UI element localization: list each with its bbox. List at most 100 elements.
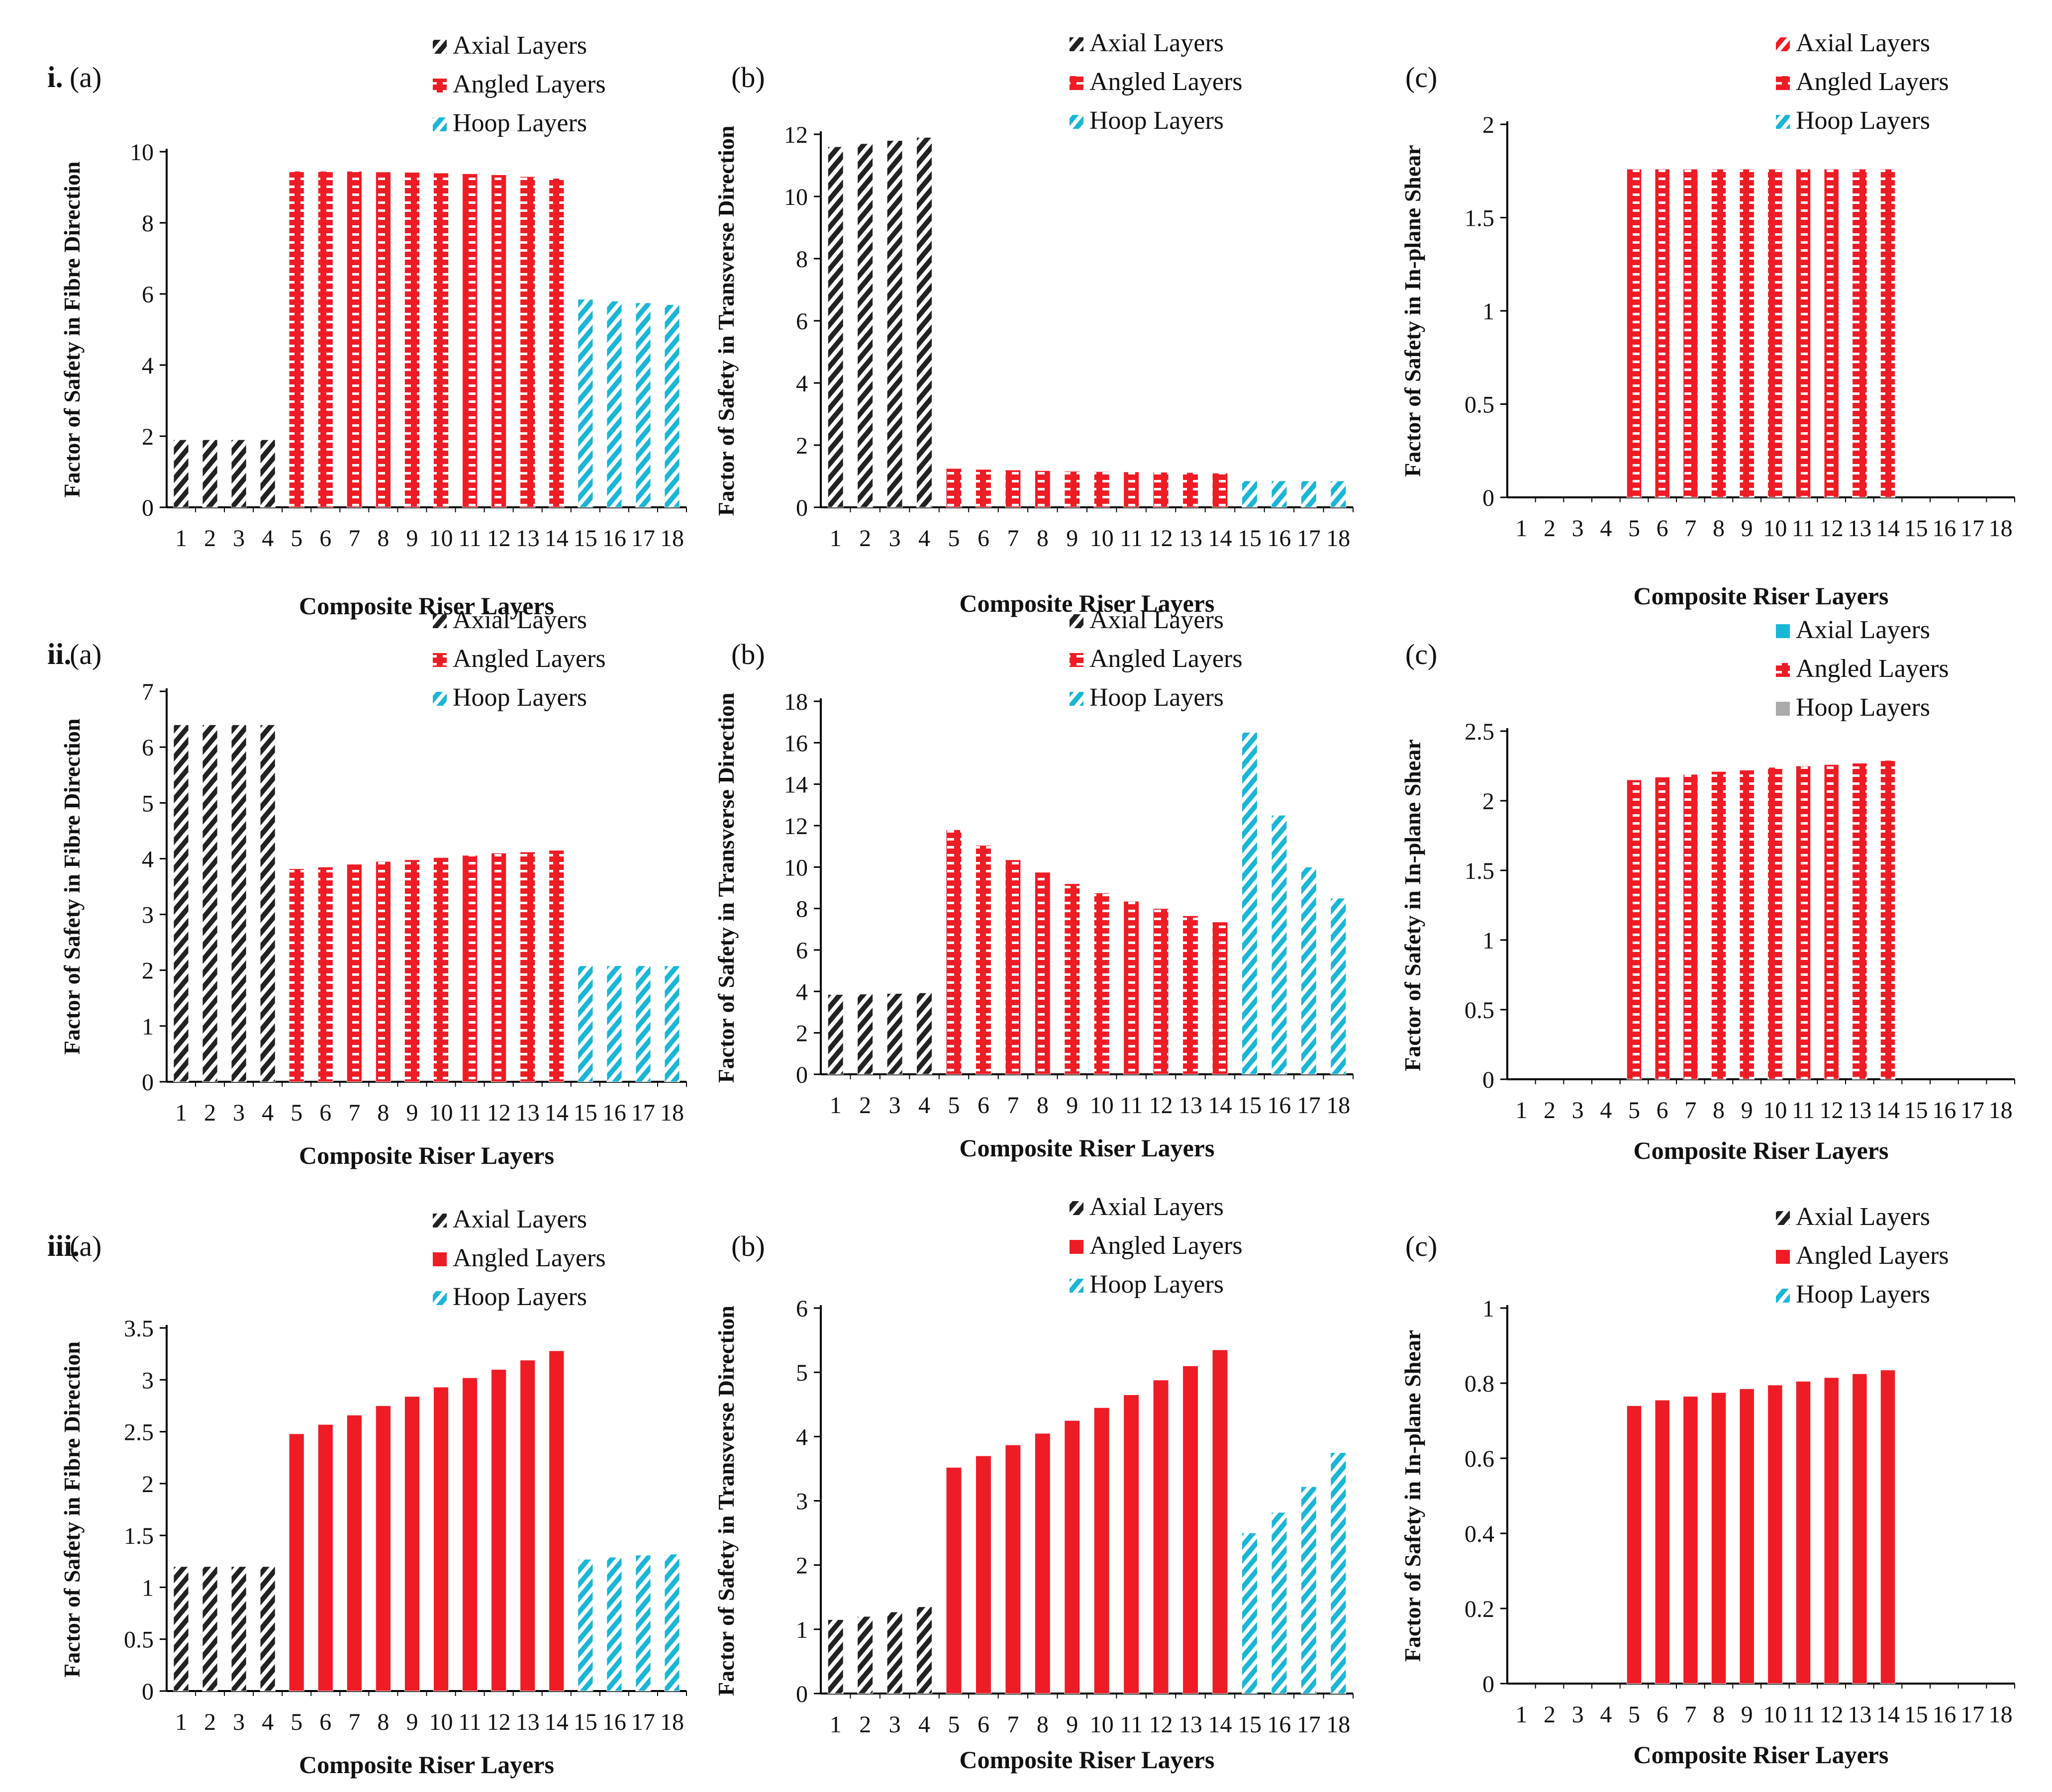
x-tick-label: 5 [1628,1097,1640,1124]
x-tick-label: 18 [1989,515,2013,542]
y-tick-label: 2 [796,1021,808,1047]
x-tick-label: 8 [1713,1097,1725,1124]
bar-angled-layer-14 [1212,922,1228,1075]
y-tick-label: 5 [142,790,154,817]
x-tick-label: 13 [516,1709,540,1735]
x-tick-label: 12 [1149,1711,1173,1738]
x-tick-label: 5 [1628,1701,1640,1728]
bar-axial-layer-1 [827,1619,844,1694]
bar-angled-layer-10 [433,173,449,508]
x-tick-label: 9 [1741,1701,1753,1728]
x-tick-label: 9 [406,1100,418,1126]
bar-angled-layer-5 [1626,779,1642,1080]
x-tick-label: 10 [429,525,453,552]
bar-hoop-layer-16 [1271,1512,1287,1694]
legend-swatch-angled [1776,663,1790,677]
bar-angled-layer-14 [549,1350,565,1692]
bar-angled-layer-7 [1683,774,1698,1080]
y-tick-label: 4 [796,1424,808,1450]
panel-label: (b) [731,61,765,94]
legend-swatch-hoop [1776,1289,1790,1303]
bar-axial-layer-1 [827,994,844,1075]
y-tick-label: 0.5 [1465,392,1494,418]
x-axis-title: Composite Riser Layers [1634,1741,1889,1769]
bar-angled-layer-6 [317,1424,333,1692]
y-tick-label: 6 [796,938,808,964]
bar-angled-layer-10 [433,1387,449,1692]
bar-angled-layer-9 [1739,769,1755,1080]
bar-angled-layer-7 [346,171,362,508]
row-label-iii: iii. [47,1229,80,1262]
x-tick-label: 1 [830,1711,842,1738]
x-tick-label: 2 [204,1709,216,1735]
x-tick-label: 14 [545,1100,569,1126]
x-tick-label: 5 [948,1092,960,1119]
bar-axial-layer-2 [202,1566,218,1692]
y-axis-title: Factor of Safety in Transverse Direction [713,126,739,516]
x-axis-title: Composite Riser Layers [299,1751,554,1779]
bar-axial-layer-1 [173,439,189,508]
legend-label: Hoop Layers [1089,1270,1224,1299]
bar-axial-layer-2 [857,994,874,1075]
x-tick-label: 4 [262,525,274,552]
x-tick-label: 17 [631,525,655,552]
x-tick-label: 8 [377,1709,389,1735]
y-tick-label: 0.2 [1465,1596,1494,1622]
legend-swatch-hoop [1776,624,1790,638]
bar-hoop-layer-15 [1241,732,1258,1075]
x-tick-label: 15 [574,525,597,552]
legend-swatch-axial [433,40,447,54]
x-tick-label: 9 [406,525,418,552]
x-tick-label: 9 [1741,515,1753,542]
bar-axial-layer-4 [916,1606,933,1694]
x-tick-label: 11 [458,1709,481,1735]
bar-angled-layer-7 [1683,169,1698,498]
x-tick-label: 11 [458,1100,481,1126]
x-tick-label: 6 [977,1711,989,1738]
legend-label: Axial Layers [1089,29,1224,57]
bar-hoop-layer-18 [664,965,680,1082]
x-tick-label: 4 [918,525,930,552]
legend-swatch-hoop [1070,692,1083,706]
bar-hoop-layer-15 [1241,1532,1258,1694]
x-tick-label: 1 [175,525,187,552]
bar-axial-layer-3 [886,1611,903,1694]
legend-label: Angled Layers [1796,1241,1949,1270]
x-tick-label: 12 [487,525,511,552]
x-tick-label: 11 [1792,1097,1815,1124]
y-tick-label: 2 [796,433,808,459]
x-tick-label: 2 [204,1100,216,1126]
x-tick-label: 7 [348,1100,360,1126]
legend-swatch-angled [433,653,447,667]
bar-hoop-layer-15 [578,965,593,1082]
x-tick-label: 1 [830,1092,842,1119]
bar-axial-layer-2 [857,143,874,508]
x-tick-label: 6 [319,1709,331,1735]
bar-angled-layer-11 [1123,901,1140,1075]
y-tick-label: 7 [142,679,154,705]
bar-angled-layer-10 [1093,1407,1110,1694]
y-tick-label: 2 [1482,112,1494,138]
bar-hoop-layer-17 [1300,866,1317,1075]
x-tick-label: 3 [1572,1097,1584,1124]
bar-hoop-layer-18 [1330,1452,1347,1694]
bar-angled-layer-11 [1123,1394,1140,1694]
x-tick-label: 4 [918,1092,930,1119]
bar-angled-layer-5 [946,1467,962,1694]
bar-angled-layer-5 [289,171,304,508]
bar-angled-layer-10 [433,857,449,1082]
bar-hoop-layer-17 [635,302,651,508]
x-tick-label: 4 [262,1709,274,1735]
y-tick-label: 6 [796,1296,808,1322]
x-tick-label: 14 [545,1709,569,1735]
x-tick-label: 6 [1657,515,1668,542]
y-tick-label: 12 [784,122,808,148]
bar-angled-layer-9 [1064,883,1080,1075]
bar-angled-layer-11 [462,855,478,1082]
bar-axial-layer-1 [827,146,844,508]
legend-swatch-angled [1070,1240,1083,1254]
